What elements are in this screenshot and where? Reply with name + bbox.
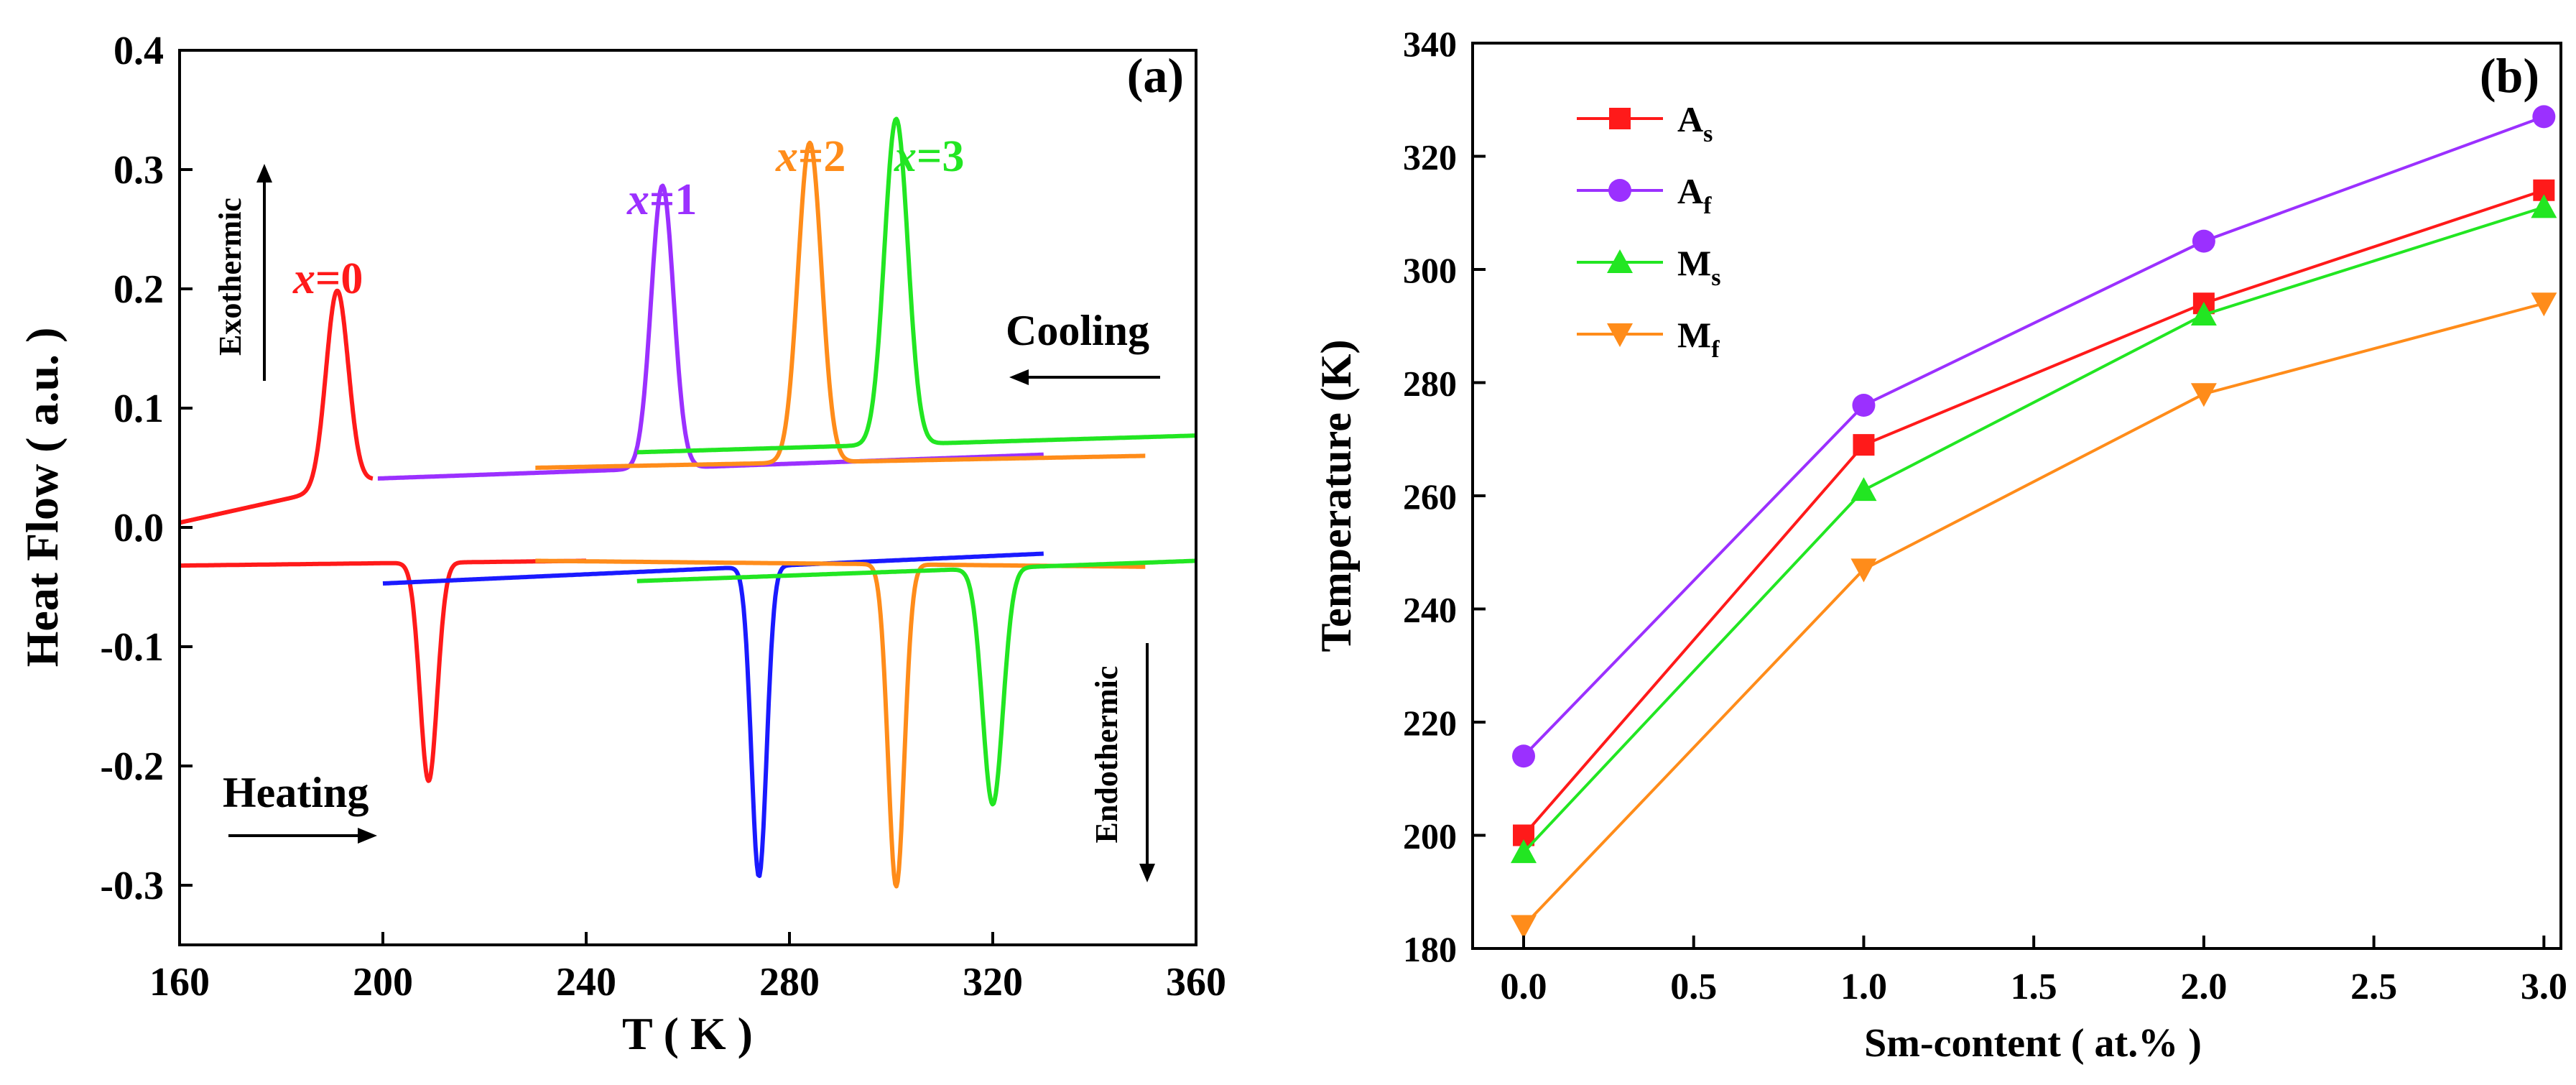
endothermic-arrow (1139, 643, 1155, 882)
cooling-arrow (1009, 369, 1160, 385)
data-point-Af (2532, 105, 2556, 129)
y-tick-label: 0.1 (113, 387, 164, 431)
y-tick-label: 200 (1403, 816, 1457, 857)
transformation-temperature-panel: 0.0 0.5 1.0 1.5 2.0 2.5 3.0 180 200 220 240 260 280 3… (1312, 24, 2567, 1066)
data-point-As (1853, 434, 1875, 456)
panel-b-ticks: 0.0 0.5 1.0 1.5 2.0 2.5 3.0 180 200 220 240 260 280 3… (1403, 24, 2567, 1007)
legend: As Af Ms Mf (1577, 99, 1720, 363)
x-tick-label: 0.0 (1501, 966, 1547, 1007)
legend-marker-Ms (1607, 249, 1633, 273)
series-line-Ms (1522, 206, 2544, 854)
legend-label-Mf: Mf (1677, 315, 1720, 363)
cooling-label: Cooling (1006, 307, 1149, 354)
data-point-Af (2192, 229, 2215, 253)
x-tick-label: 160 (149, 960, 210, 1005)
series-line-Af (1522, 115, 2545, 757)
y-tick-label: 180 (1403, 929, 1457, 969)
y-tick-label: 240 (1403, 590, 1457, 630)
x-tick-label: 240 (556, 960, 616, 1005)
legend-marker-Af (1608, 179, 1631, 202)
data-point-Ms (1850, 477, 1877, 502)
x-tick-label: 360 (1166, 960, 1226, 1005)
panel-b-frame (1471, 42, 2562, 950)
y-tick-label: 0.0 (113, 506, 164, 550)
dsc-curve-6 (381, 551, 1044, 878)
heating-arrow (228, 828, 377, 844)
dsc-panel: 160 200 240 280 320 360 -0.3 -0.2 -0.1 0.0 0.1 0.2 0… (17, 29, 1226, 1059)
x-tick-label: 2.5 (2350, 966, 2397, 1007)
series-line-Mf (1522, 302, 2544, 927)
label-x3: x=3 (894, 132, 964, 181)
dsc-curve-2 (376, 183, 1044, 481)
series-line-As (1522, 188, 2544, 836)
legend-label-Af: Af (1677, 171, 1712, 219)
panel-a-xlabel: T ( K ) (622, 1008, 753, 1059)
heating-label: Heating (223, 769, 369, 816)
y-tick-label: 260 (1403, 476, 1457, 517)
data-point-Mf (2190, 383, 2217, 407)
panel-a-frame (178, 49, 1197, 946)
x-tick-label: 2.0 (2180, 966, 2227, 1007)
data-point-Af (1512, 744, 1536, 768)
panel-a-ylabel: Heat Flow ( a.u. ) (17, 328, 68, 668)
dsc-curve-4 (636, 116, 1197, 455)
data-point-Mf (1850, 558, 1877, 583)
y-tick-label: 280 (1403, 364, 1457, 404)
y-tick-label: 0.3 (113, 148, 164, 193)
x-tick-label: 320 (963, 960, 1023, 1005)
data-point-Ms (2190, 302, 2217, 326)
data-point-Ms (1511, 839, 1537, 864)
panel-a-ticks: 160 200 240 280 320 360 -0.3 -0.2 -0.1 0.0 0.1 0.2 0… (100, 29, 1226, 1005)
x-tick-label: 0.5 (1670, 966, 1717, 1007)
y-tick-label: 320 (1403, 137, 1457, 177)
legend-label-As: As (1677, 99, 1713, 147)
panel-a-label: (a) (1127, 48, 1184, 103)
legend-marker-As (1609, 108, 1631, 129)
endothermic-label: Endothermic (1089, 666, 1124, 844)
y-tick-label: -0.2 (100, 744, 164, 789)
x-tick-label: 3.0 (2521, 966, 2567, 1007)
data-point-Mf (1511, 915, 1537, 939)
panel-b-label: (b) (2480, 48, 2539, 103)
y-tick-label: -0.3 (100, 864, 164, 908)
data-point-Ms (2531, 194, 2557, 218)
dsc-curves (177, 116, 1197, 889)
dsc-curve-7 (534, 558, 1146, 889)
dsc-curve-5 (178, 558, 588, 783)
label-x0: x=0 (292, 254, 363, 303)
temperature-lines (1511, 105, 2557, 939)
y-tick-label: -0.1 (100, 625, 164, 670)
label-x2: x=2 (775, 132, 845, 181)
y-tick-label: 220 (1403, 703, 1457, 743)
x-tick-label: 280 (759, 960, 820, 1005)
y-tick-label: 300 (1403, 250, 1457, 290)
y-tick-label: 0.4 (113, 29, 164, 73)
y-tick-label: 0.2 (113, 267, 164, 312)
legend-marker-Mf (1607, 323, 1633, 347)
dsc-curve-8 (636, 558, 1197, 807)
label-x1: x=1 (626, 175, 697, 224)
data-point-Af (1852, 394, 1876, 417)
panel-b-ylabel: Temperature (K) (1312, 340, 1360, 652)
dsc-curve-3 (534, 140, 1146, 470)
exothermic-label: Exothermic (213, 198, 248, 356)
x-tick-label: 1.0 (1840, 966, 1887, 1007)
dsc-curve-1 (177, 288, 375, 525)
exothermic-arrow (256, 164, 272, 381)
y-tick-label: 340 (1403, 24, 1457, 64)
panel-b-xlabel: Sm-content ( at.% ) (1864, 1021, 2202, 1066)
x-tick-label: 200 (353, 960, 413, 1005)
data-point-Mf (2531, 292, 2557, 317)
x-tick-label: 1.5 (2011, 966, 2057, 1007)
legend-label-Ms: Ms (1677, 243, 1720, 291)
